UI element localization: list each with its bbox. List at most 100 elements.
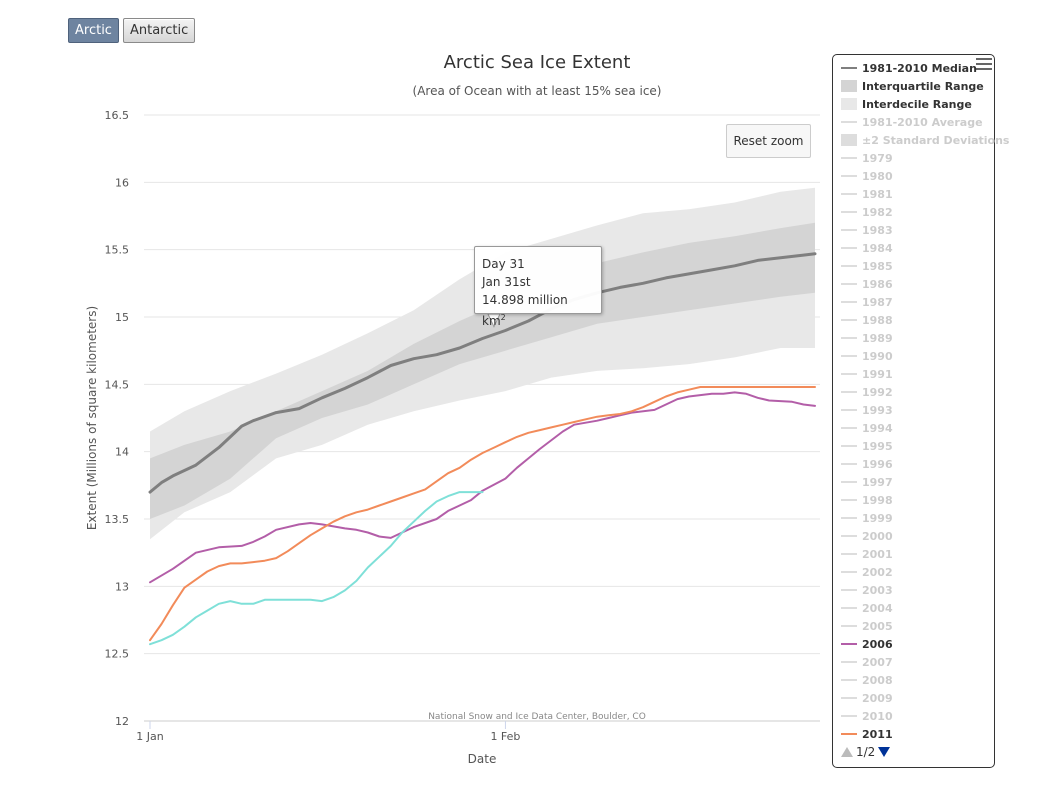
y-tick-label: 13 bbox=[115, 580, 129, 593]
legend-symbol bbox=[841, 625, 857, 627]
legend-item-1980[interactable]: 1980 bbox=[841, 167, 893, 185]
legend-symbol bbox=[841, 319, 857, 321]
legend-label: Interdecile Range bbox=[862, 97, 972, 111]
antarctic-button[interactable]: Antarctic bbox=[122, 18, 196, 43]
pager-down-arrow-icon[interactable] bbox=[878, 747, 891, 757]
legend-symbol bbox=[841, 283, 857, 285]
legend-symbol bbox=[841, 679, 857, 681]
legend-item-1996[interactable]: 1996 bbox=[841, 455, 893, 473]
pager-up-arrow-icon[interactable] bbox=[841, 747, 853, 757]
y-tick-label: 15 bbox=[115, 311, 129, 324]
legend-symbol bbox=[841, 499, 857, 501]
legend-item-1989[interactable]: 1989 bbox=[841, 329, 893, 347]
legend-item-2003[interactable]: 2003 bbox=[841, 581, 893, 599]
legend-item-2011[interactable]: 2011 bbox=[841, 725, 893, 743]
legend-item-1988[interactable]: 1988 bbox=[841, 311, 893, 329]
legend-symbol bbox=[841, 661, 857, 663]
legend-label: 1979 bbox=[862, 151, 893, 165]
legend-label: 2006 bbox=[862, 637, 893, 651]
legend-label: 2004 bbox=[862, 601, 893, 615]
series-line-1981-2010-median[interactable] bbox=[148, 252, 817, 494]
legend-item-1990[interactable]: 1990 bbox=[841, 347, 893, 365]
legend-item-2007[interactable]: 2007 bbox=[841, 653, 893, 671]
hemisphere-toggle: Arctic Antarctic bbox=[68, 18, 196, 43]
legend-item-1983[interactable]: 1983 bbox=[841, 221, 893, 239]
legend-label: 1992 bbox=[862, 385, 893, 399]
legend-item-1985[interactable]: 1985 bbox=[841, 257, 893, 275]
legend-symbol bbox=[841, 445, 857, 447]
legend-item-2001[interactable]: 2001 bbox=[841, 545, 893, 563]
chart-area[interactable]: 12 12.5 13 13.5 14 14.5 15 15.5 16 16.5 1 Jan 1 Feb… bbox=[0, 0, 830, 808]
tooltip-unit-superscript: 2 bbox=[500, 313, 506, 322]
legend-item-1992[interactable]: 1992 bbox=[841, 383, 893, 401]
legend-symbol bbox=[841, 265, 857, 267]
series-line-2006[interactable] bbox=[149, 391, 816, 584]
legend-item-1981-2010-median[interactable]: 1981-2010 Median bbox=[841, 59, 977, 77]
legend-label: 1995 bbox=[862, 439, 893, 453]
legend-item-2009[interactable]: 2009 bbox=[841, 689, 893, 707]
y-tick-label: 12 bbox=[115, 715, 129, 728]
arctic-button[interactable]: Arctic bbox=[68, 18, 119, 43]
legend-symbol bbox=[841, 229, 857, 231]
legend-label: 2010 bbox=[862, 709, 893, 723]
legend-item-1997[interactable]: 1997 bbox=[841, 473, 893, 491]
y-tick-label: 16.5 bbox=[105, 109, 130, 122]
legend-item-1987[interactable]: 1987 bbox=[841, 293, 893, 311]
legend-item-2005[interactable]: 2005 bbox=[841, 617, 893, 635]
legend-symbol bbox=[841, 247, 857, 249]
legend-item-2008[interactable]: 2008 bbox=[841, 671, 893, 689]
hamburger-menu-icon[interactable] bbox=[976, 58, 992, 72]
legend-item-2006[interactable]: 2006 bbox=[841, 635, 893, 653]
legend-symbol bbox=[841, 134, 857, 146]
legend-item-2010[interactable]: 2010 bbox=[841, 707, 893, 725]
legend-symbol bbox=[841, 211, 857, 213]
legend-item-2-standard-deviations[interactable]: ±2 Standard Deviations bbox=[841, 131, 1009, 149]
legend-label: 1987 bbox=[862, 295, 893, 309]
legend-label: 2007 bbox=[862, 655, 893, 669]
legend-item-1986[interactable]: 1986 bbox=[841, 275, 893, 293]
legend-item-1981[interactable]: 1981 bbox=[841, 185, 893, 203]
reset-zoom-button[interactable]: Reset zoom bbox=[726, 124, 811, 158]
legend-label: 2008 bbox=[862, 673, 893, 687]
tooltip-value-row: 14.898 million km2 bbox=[482, 291, 594, 330]
legend-symbol bbox=[841, 337, 857, 339]
data-tooltip: Day 31 Jan 31st 14.898 million km2 bbox=[474, 246, 602, 328]
legend-item-1994[interactable]: 1994 bbox=[841, 419, 893, 437]
y-tick-label: 14 bbox=[115, 446, 129, 459]
legend-label: 2011 bbox=[862, 727, 893, 741]
y-tick-label: 16 bbox=[115, 176, 129, 189]
legend-label: 1988 bbox=[862, 313, 893, 327]
legend-item-1979[interactable]: 1979 bbox=[841, 149, 893, 167]
series-line-2012[interactable] bbox=[149, 491, 484, 646]
legend-symbol bbox=[841, 463, 857, 465]
legend-symbol bbox=[841, 157, 857, 159]
y-tick-label: 12.5 bbox=[105, 648, 130, 661]
legend-item-1984[interactable]: 1984 bbox=[841, 239, 893, 257]
band-interquartile-range bbox=[150, 222, 815, 519]
legend-item-1981-2010-average[interactable]: 1981-2010 Average bbox=[841, 113, 983, 131]
legend-item-1998[interactable]: 1998 bbox=[841, 491, 893, 509]
legend-symbol bbox=[841, 427, 857, 429]
legend-item-1993[interactable]: 1993 bbox=[841, 401, 893, 419]
legend-label: 1984 bbox=[862, 241, 893, 255]
legend-label: 1985 bbox=[862, 259, 893, 273]
legend-label: 1993 bbox=[862, 403, 893, 417]
legend-label: 1994 bbox=[862, 421, 893, 435]
series-line-2011[interactable] bbox=[149, 386, 816, 642]
legend-item-1995[interactable]: 1995 bbox=[841, 437, 893, 455]
legend-item-2002[interactable]: 2002 bbox=[841, 563, 893, 581]
legend-item-interquartile-range[interactable]: Interquartile Range bbox=[841, 77, 984, 95]
legend-symbol bbox=[841, 535, 857, 537]
legend-item-1982[interactable]: 1982 bbox=[841, 203, 893, 221]
legend-item-2004[interactable]: 2004 bbox=[841, 599, 893, 617]
legend-symbol bbox=[841, 481, 857, 483]
legend-symbol bbox=[841, 80, 857, 92]
legend-item-1991[interactable]: 1991 bbox=[841, 365, 893, 383]
legend-item-interdecile-range[interactable]: Interdecile Range bbox=[841, 95, 972, 113]
legend-item-1999[interactable]: 1999 bbox=[841, 509, 893, 527]
legend-label: 1991 bbox=[862, 367, 893, 381]
legend-label: Interquartile Range bbox=[862, 79, 984, 93]
legend-item-2000[interactable]: 2000 bbox=[841, 527, 893, 545]
x-tick-label: 1 Feb bbox=[490, 730, 520, 743]
tooltip-anchor bbox=[487, 313, 501, 328]
